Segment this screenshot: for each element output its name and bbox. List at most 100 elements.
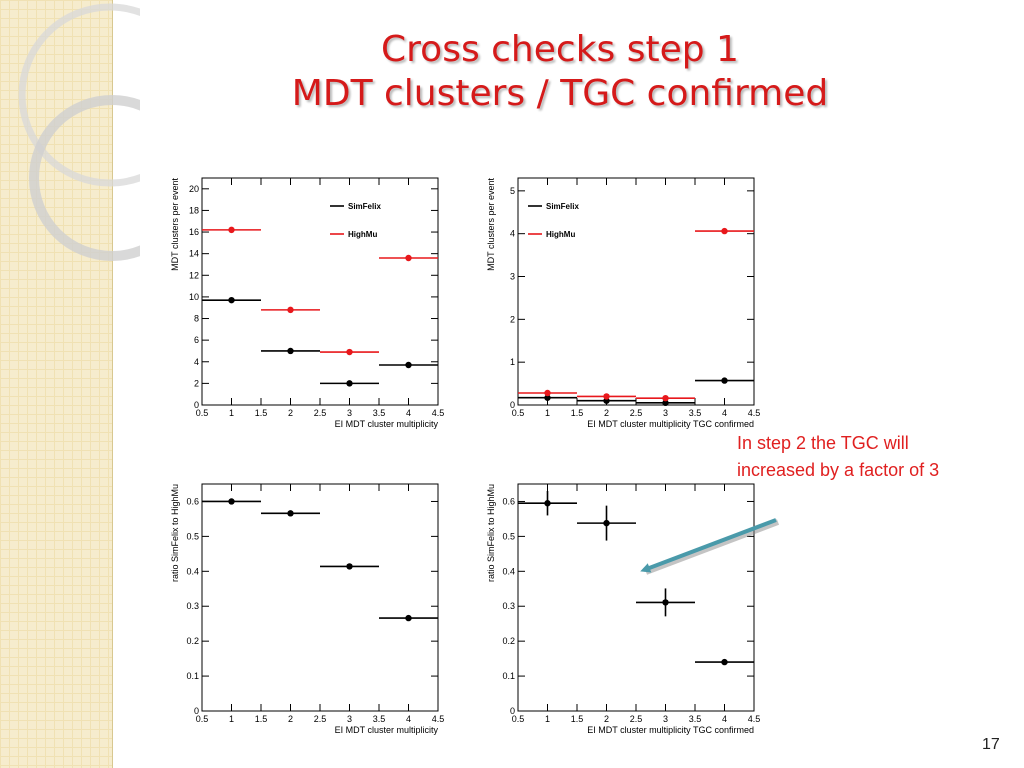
x-tick-label: 3.5 [373, 408, 386, 418]
data-point [228, 498, 235, 505]
decorative-ring-upper [18, 3, 140, 187]
x-tick-label: 4.5 [432, 408, 445, 418]
x-tick-label: 3 [347, 408, 352, 418]
x-tick-label: 4.5 [748, 714, 761, 724]
annotation-line-1: In step 2 the TGC will [737, 433, 909, 453]
page-number: 17 [982, 736, 1000, 753]
legend-label: SimFelix [348, 202, 381, 211]
x-axis-label: EI MDT cluster multiplicity TGC confirme… [587, 725, 754, 735]
y-tick-label: 16 [189, 227, 199, 237]
data-point [346, 348, 353, 356]
y-tick-label: 0.1 [502, 671, 515, 681]
annotation-line-2: increased by a factor of 3 [737, 460, 940, 480]
data-point [721, 658, 728, 666]
y-tick-label: 2 [510, 314, 515, 324]
x-tick-label: 0.5 [512, 714, 525, 724]
x-tick-label: 1 [545, 714, 550, 724]
y-tick-label: 0.6 [502, 496, 515, 506]
chart-svg: 0.5 1 1.5 2 2.5 3 3.5 4 4.5 0 0.1 0.2 0.3 0.4 0.5 0.6 EI… [486, 483, 761, 735]
x-tick-label: 2 [288, 408, 293, 418]
x-tick-label: 3.5 [373, 714, 386, 724]
y-tick-label: 20 [189, 184, 199, 194]
y-tick-label: 0 [194, 706, 199, 716]
x-tick-label: 3 [663, 408, 668, 418]
y-tick-label: 10 [189, 292, 199, 302]
x-tick-label: 3 [663, 714, 668, 724]
y-tick-label: 3 [510, 272, 515, 282]
y-tick-label: 0 [510, 400, 515, 410]
annotation-arrow [640, 518, 780, 575]
chart-svg: 0.5 1 1.5 2 2.5 3 3.5 4 4.5 0 0.1 0.2 0.3 0.4 0.5 0.6 EI… [170, 483, 445, 735]
x-tick-label: 4 [406, 714, 411, 724]
data-point [721, 377, 728, 384]
x-axis-label: EI MDT cluster multiplicity TGC confirme… [587, 419, 754, 429]
x-tick-label: 0.5 [196, 408, 209, 418]
x-tick-label: 2.5 [630, 714, 643, 724]
y-tick-label: 0 [510, 706, 515, 716]
slide-title: Cross checks step 1 MDT clusters / TGC c… [130, 28, 990, 116]
data-point [721, 227, 728, 235]
x-tick-label: 3.5 [689, 408, 702, 418]
x-tick-label: 0.5 [512, 408, 525, 418]
arrow-line [640, 518, 777, 573]
annotation-text: In step 2 the TGC will increased by a fa… [737, 430, 1022, 484]
y-axis-label: ratio SimFelix to HighMu [486, 484, 496, 582]
data-point [287, 347, 294, 355]
x-tick-label: 4.5 [748, 408, 761, 418]
y-tick-label: 0 [194, 400, 199, 410]
data-point [228, 296, 235, 304]
title-line-2: MDT clusters / TGC confirmed [291, 73, 829, 114]
x-tick-label: 1.5 [255, 714, 268, 724]
data-point [405, 361, 412, 369]
data-point [405, 254, 412, 262]
x-tick-label: 4 [722, 408, 727, 418]
y-tick-label: 0.2 [502, 636, 515, 646]
y-tick-label: 6 [194, 335, 199, 345]
legend-label: HighMu [348, 230, 377, 239]
x-tick-label: 1.5 [255, 408, 268, 418]
chart-svg: 0.5 1 1.5 2 2.5 3 3.5 4 4.5 0 2 4 6 8 10 12 14 16 18 20 EI M… [170, 177, 445, 429]
y-tick-label: 5 [510, 186, 515, 196]
x-tick-label: 4.5 [432, 714, 445, 724]
y-tick-label: 0.1 [186, 671, 199, 681]
data-point [603, 393, 610, 400]
x-tick-label: 0.5 [196, 714, 209, 724]
x-tick-label: 2.5 [630, 408, 643, 418]
x-tick-label: 3 [347, 714, 352, 724]
plot-clusters-per-event-tgc: 0.5 1 1.5 2 2.5 3 3.5 4 4.5 0 1 2 3 4 5 EI MDT cluster … [476, 170, 776, 440]
data-point [228, 226, 235, 234]
y-tick-label: 0.4 [502, 566, 515, 576]
plot-frame [517, 177, 755, 406]
y-tick-label: 8 [194, 314, 199, 324]
y-tick-label: 0.4 [186, 566, 199, 576]
data-point [346, 563, 353, 570]
x-tick-label: 1 [545, 408, 550, 418]
y-tick-label: 0.5 [186, 531, 199, 541]
plot-ratio-tgc: 0.5 1 1.5 2 2.5 3 3.5 4 4.5 0 0.1 0.2 0.3 0.4 0.5 0.6 EI… [476, 476, 776, 746]
y-tick-label: 14 [189, 249, 199, 259]
data-point [287, 510, 294, 517]
x-axis-label: EI MDT cluster multiplicity [335, 419, 439, 429]
x-tick-label: 2.5 [314, 714, 327, 724]
x-tick-label: 4 [406, 408, 411, 418]
y-tick-label: 4 [510, 229, 515, 239]
x-tick-label: 1 [229, 408, 234, 418]
chart-svg: 0.5 1 1.5 2 2.5 3 3.5 4 4.5 0 1 2 3 4 5 EI MDT cluster … [486, 177, 761, 429]
x-tick-label: 2 [604, 714, 609, 724]
legend-label: SimFelix [546, 202, 579, 211]
y-tick-label: 12 [189, 270, 199, 280]
decorative-rings [18, 3, 140, 261]
plot-frame [201, 483, 439, 712]
data-point [346, 380, 353, 387]
plot-ratio: 0.5 1 1.5 2 2.5 3 3.5 4 4.5 0 0.1 0.2 0.3 0.4 0.5 0.6 EI… [160, 476, 460, 746]
data-point [603, 519, 610, 527]
x-tick-label: 4 [722, 714, 727, 724]
y-tick-label: 0.5 [502, 531, 515, 541]
y-axis-label: MDT clusters per event [486, 178, 496, 271]
data-point [544, 394, 551, 401]
data-point [662, 599, 669, 606]
title-line-1: Cross checks step 1 [381, 29, 739, 70]
y-tick-label: 2 [194, 378, 199, 388]
legend-label: HighMu [546, 230, 575, 239]
y-tick-label: 4 [194, 357, 199, 367]
